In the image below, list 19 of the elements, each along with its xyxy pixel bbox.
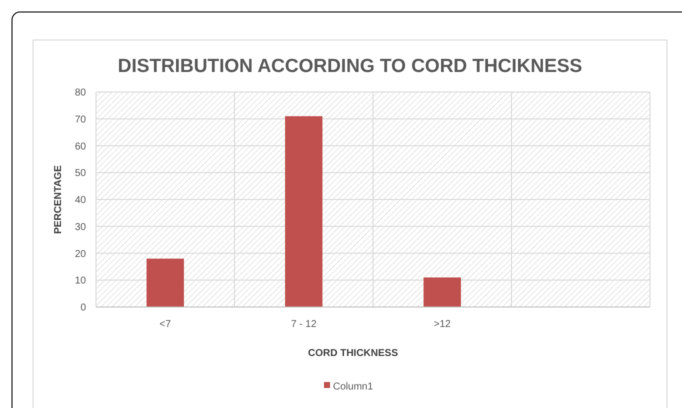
y-axis-title: PERCENTAGE	[53, 164, 64, 234]
y-tick-label: 10	[74, 276, 86, 287]
legend-label: Column1	[333, 382, 374, 392]
bar	[424, 277, 461, 307]
bar	[146, 258, 184, 307]
y-tick-label: 30	[74, 222, 86, 233]
x-tick-label: 7 - 12	[290, 319, 317, 330]
y-tick-label: 70	[74, 114, 86, 126]
y-tick-label: 60	[74, 141, 86, 152]
y-tick-label: 40	[74, 195, 86, 206]
y-tick-label: 80	[74, 88, 86, 98]
x-tick-label: >12	[434, 319, 452, 330]
y-tick-label: 50	[74, 168, 86, 180]
bar	[285, 116, 322, 307]
y-tick-label: 20	[74, 248, 86, 260]
y-tick-label: 0	[80, 302, 86, 314]
x-tick-label: <7	[160, 319, 172, 330]
chart-title: DISTRIBUTION ACCORDING TO CORD THCIKNESS	[118, 56, 582, 77]
x-axis-title: CORD THICKNESS	[308, 348, 398, 359]
